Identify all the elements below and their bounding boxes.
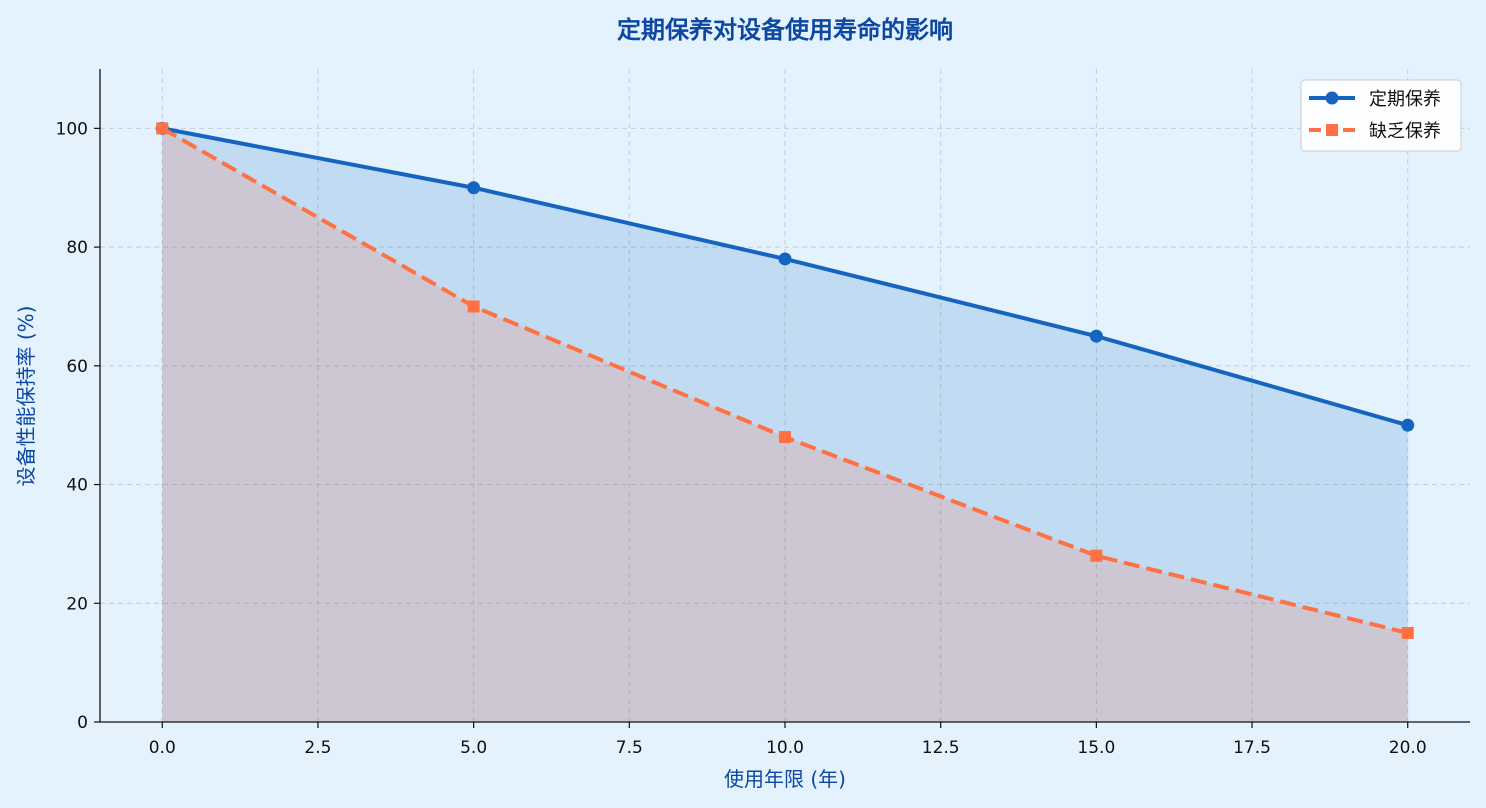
y-tick-label-1: 20 — [66, 594, 88, 614]
y-tick-label-5: 100 — [56, 119, 88, 139]
series-1-point-3 — [1090, 549, 1103, 562]
series-0-point-1 — [467, 181, 481, 195]
y-tick-label-3: 60 — [66, 357, 88, 377]
area-fills — [162, 128, 1408, 722]
tick-labels: 0.0 2.5 5.0 7.5 10.0 12.5 15.0 17.5 20.0 0 20 40 60 8… — [56, 119, 1427, 758]
legend-label-1: 缺乏保养 — [1369, 121, 1441, 142]
y-tick-label-4: 80 — [66, 238, 88, 258]
x-axis-label: 使用年限 (年) — [724, 767, 846, 791]
x-tick-label-5: 12.5 — [922, 738, 960, 758]
x-tick-label-1: 2.5 — [304, 738, 331, 758]
series-1-point-2 — [779, 431, 791, 444]
x-tick-label-0: 0.0 — [149, 738, 176, 758]
chart-title: 定期保养对设备使用寿命的影响 — [617, 16, 953, 44]
x-tick-label-4: 10.0 — [766, 738, 804, 758]
series-1-point-1 — [467, 300, 480, 313]
series-0-point-3 — [1089, 329, 1103, 343]
series-0-point-4 — [1401, 418, 1415, 432]
legend-marker-0 — [1325, 91, 1339, 105]
series-1-point-4 — [1401, 626, 1414, 639]
x-tick-label-2: 5.0 — [460, 738, 487, 758]
y-axis-label: 设备性能保持率 (%) — [14, 306, 38, 487]
x-tick-label-8: 20.0 — [1389, 738, 1427, 758]
series-lines — [155, 121, 1415, 639]
area-fill-0 — [162, 128, 1408, 722]
area-fill-1 — [162, 128, 1408, 722]
grid — [100, 69, 1470, 723]
series-0-point-2 — [778, 252, 792, 266]
legend-marker-1 — [1326, 124, 1338, 136]
x-tick-label-3: 7.5 — [616, 738, 643, 758]
y-tick-label-0: 0 — [77, 713, 88, 733]
x-tick-label-7: 17.5 — [1233, 738, 1271, 758]
legend-label-0: 定期保养 — [1369, 89, 1441, 110]
y-tick-label-2: 40 — [66, 476, 88, 496]
x-tick-label-6: 15.0 — [1077, 738, 1115, 758]
series-1-point-0 — [156, 122, 169, 135]
